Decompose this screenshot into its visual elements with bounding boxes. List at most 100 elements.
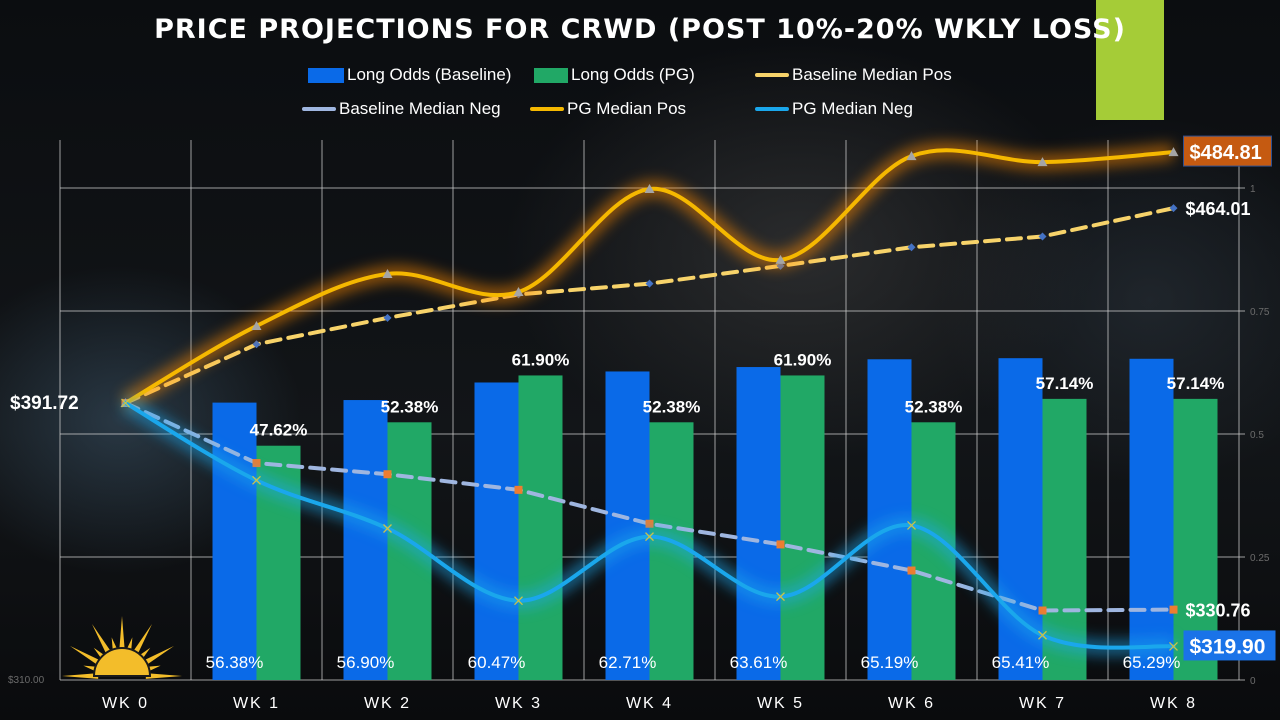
legend-label: PG Median Pos xyxy=(567,99,687,118)
marker-x-icon xyxy=(645,532,654,542)
bar-data-label: 56.90% xyxy=(337,653,395,672)
sun-ray xyxy=(131,624,152,657)
marker-diamond-icon xyxy=(907,243,916,252)
legend-line-square-icon xyxy=(302,107,336,111)
bar-long-odds-baseline xyxy=(1129,358,1174,680)
bar-long-odds-baseline xyxy=(605,371,650,680)
marker-x-icon xyxy=(907,520,916,530)
right-axis-tick-label: 0.25 xyxy=(1250,553,1270,564)
legend-label: Long Odds (PG) xyxy=(571,65,695,84)
x-axis-tick-label: WK 1 xyxy=(233,695,280,712)
bar-long-odds-pg xyxy=(780,375,825,680)
sun-ray xyxy=(92,624,113,657)
marker-triangle-icon xyxy=(906,151,917,161)
marker-square-icon xyxy=(645,519,654,528)
end-value-label: $319.90 xyxy=(1190,635,1266,658)
marker-x-icon xyxy=(383,524,392,533)
legend-swatch-blue xyxy=(308,67,344,83)
bar-data-label: 56.38% xyxy=(206,653,264,672)
legend-label: Baseline Median Pos xyxy=(792,65,952,84)
x-axis-tick-label: WK 5 xyxy=(757,695,804,712)
right-axis-tick-label: 0 xyxy=(1250,676,1256,687)
marker-square-icon xyxy=(383,470,392,479)
x-axis-tick-label: WK 6 xyxy=(888,695,935,712)
legend-pg-median-neg: PG Median Neg xyxy=(755,99,913,119)
bar-data-label: 52.38% xyxy=(381,397,439,416)
right-axis-tick-label: 1 xyxy=(1250,184,1256,195)
marker-square-icon xyxy=(907,566,916,575)
legend-label: Long Odds (Baseline) xyxy=(347,65,512,84)
marker-square-icon xyxy=(1038,606,1047,615)
marker-x-icon xyxy=(1169,641,1178,651)
legend-pg-median-pos: PG Median Pos xyxy=(530,99,686,119)
marker-triangle-icon xyxy=(251,320,262,330)
sun-ray xyxy=(145,673,182,679)
legend-baseline-median-neg: Baseline Median Neg xyxy=(302,99,501,119)
end-value-label: $484.81 xyxy=(1190,142,1262,164)
marker-diamond-icon xyxy=(1169,204,1178,213)
bar-data-label: 63.61% xyxy=(730,653,788,672)
marker-x-icon xyxy=(252,475,261,485)
bar-data-label: 61.90% xyxy=(512,350,570,369)
legend-baseline-median-pos: Baseline Median Pos xyxy=(755,65,952,85)
bar-long-odds-baseline xyxy=(212,402,257,680)
accent-block xyxy=(1096,0,1164,120)
x-axis-tick-label: WK 3 xyxy=(495,695,542,712)
marker-diamond-icon xyxy=(645,279,654,288)
end-label-box xyxy=(1183,630,1276,661)
bar-data-label: 65.29% xyxy=(1123,653,1181,672)
end-value-label: $330.76 xyxy=(1186,601,1251,621)
bar-data-label: 60.47% xyxy=(468,653,526,672)
sun-ray xyxy=(70,646,103,667)
marker-diamond-icon xyxy=(1038,232,1047,241)
x-axis-tick-label: WK 7 xyxy=(1019,695,1066,712)
bar-long-odds-baseline xyxy=(736,367,781,680)
marker-square-icon xyxy=(514,485,523,494)
marker-square-icon xyxy=(252,459,261,468)
bar-data-label: 62.71% xyxy=(599,653,657,672)
marker-triangle-icon xyxy=(644,184,655,194)
legend-swatch-green xyxy=(534,67,568,83)
legend-long-odds-pg: Long Odds (PG) xyxy=(534,65,695,85)
right-axis-tick-label: 0.5 xyxy=(1250,430,1264,441)
start-value-label: $391.72 xyxy=(10,393,79,414)
x-axis-tick-label: WK 4 xyxy=(626,695,673,712)
bar-data-label: 65.41% xyxy=(992,653,1050,672)
bar-data-label: 57.14% xyxy=(1036,374,1094,393)
legend-line-triangle-icon xyxy=(530,107,564,111)
x-axis-tick-label: WK 8 xyxy=(1150,695,1197,712)
x-axis-tick-label: WK 2 xyxy=(364,695,411,712)
x-axis-tick-label: WK 0 xyxy=(102,695,149,712)
marker-x-icon xyxy=(776,592,785,602)
legend-line-diamond-icon xyxy=(755,73,789,77)
bar-data-label: 57.14% xyxy=(1167,374,1225,393)
marker-triangle-icon xyxy=(1168,147,1179,157)
left-axis-min-label: $310.00 xyxy=(8,675,45,686)
marker-x-icon xyxy=(514,596,523,606)
marker-square-icon xyxy=(776,540,785,549)
bar-data-label: 61.90% xyxy=(774,350,832,369)
marker-diamond-icon xyxy=(252,340,261,349)
legend-long-odds-baseline: Long Odds (Baseline) xyxy=(308,65,511,85)
bar-long-odds-baseline xyxy=(474,382,519,680)
legend-label: Baseline Median Neg xyxy=(339,99,501,118)
sun-logo-icon xyxy=(62,616,182,679)
legend-line-x-icon xyxy=(755,107,789,111)
bar-long-odds-pg xyxy=(518,375,563,680)
marker-square-icon xyxy=(1169,605,1178,614)
marker-x-icon xyxy=(1038,630,1047,640)
marker-triangle-icon xyxy=(513,287,524,297)
sun-ray xyxy=(119,616,125,653)
marker-triangle-icon xyxy=(775,254,786,264)
legend-label: PG Median Neg xyxy=(792,99,913,118)
marker-triangle-icon xyxy=(382,268,393,278)
marker-diamond-icon xyxy=(383,313,392,322)
chart-title: PRICE PROJECTIONS FOR CRWD (POST 10%-20%… xyxy=(154,14,1126,45)
right-axis-tick-label: 0.75 xyxy=(1250,307,1270,318)
bar-long-odds-baseline xyxy=(343,400,388,680)
marker-triangle-icon xyxy=(1037,157,1048,167)
bar-data-label: 52.38% xyxy=(905,397,963,416)
bar-data-label: 52.38% xyxy=(643,397,701,416)
sun-ray xyxy=(62,673,99,679)
